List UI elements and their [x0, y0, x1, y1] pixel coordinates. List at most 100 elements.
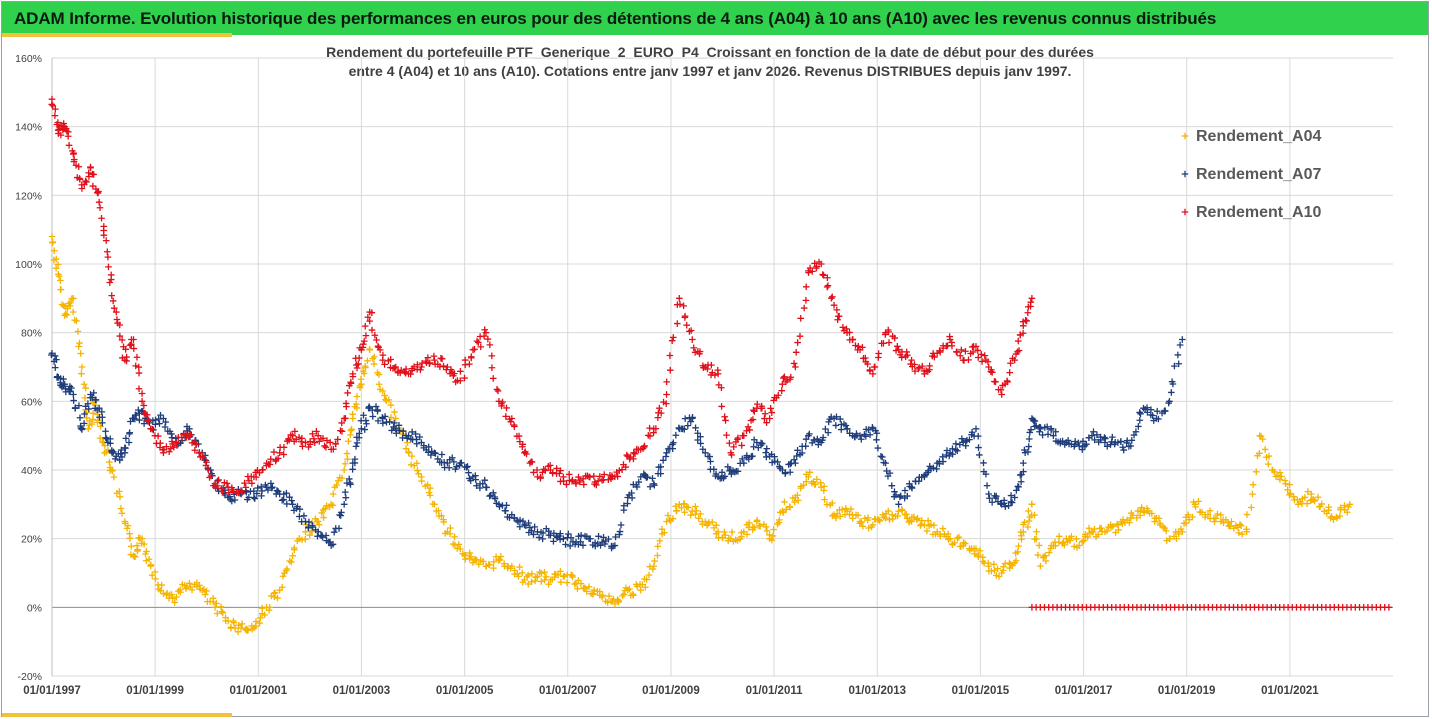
data-point — [286, 493, 293, 501]
data-point — [858, 519, 865, 526]
data-point — [104, 253, 112, 261]
data-point — [1120, 446, 1127, 454]
data-point — [622, 463, 629, 471]
data-point — [869, 521, 877, 529]
data-point — [471, 345, 478, 353]
data-point — [774, 458, 781, 466]
data-point — [515, 573, 522, 580]
data-point — [1068, 533, 1075, 540]
data-point — [1228, 518, 1235, 525]
data-point — [708, 361, 715, 369]
data-point — [718, 403, 725, 410]
data-point — [168, 438, 176, 445]
data-point — [617, 521, 625, 529]
data-point — [109, 297, 117, 305]
data-point — [974, 551, 982, 559]
data-point — [57, 277, 64, 284]
data-point — [838, 506, 846, 513]
data-point — [266, 604, 274, 611]
data-point — [51, 364, 59, 371]
data-point — [431, 501, 438, 508]
data-point — [566, 542, 574, 550]
data-point — [779, 509, 787, 516]
data-point — [1161, 407, 1169, 415]
data-point — [370, 360, 378, 368]
data-point — [270, 590, 278, 597]
data-point — [408, 452, 416, 460]
data-point — [537, 474, 544, 482]
data-point — [596, 473, 604, 480]
data-point — [132, 362, 140, 370]
data-point — [186, 580, 193, 587]
data-point — [302, 528, 309, 536]
data-point — [585, 583, 593, 591]
data-point — [95, 198, 103, 206]
data-point — [213, 610, 221, 617]
data-point — [663, 391, 670, 398]
data-point — [604, 599, 611, 606]
data-point — [1148, 510, 1156, 517]
data-point — [313, 428, 320, 435]
y-tick-label: 60% — [21, 396, 42, 408]
x-tick-label: 01/01/2019 — [1158, 685, 1216, 697]
data-point — [836, 415, 844, 423]
data-point — [330, 445, 337, 453]
data-point — [309, 522, 316, 529]
data-point — [988, 369, 996, 376]
data-point — [218, 485, 225, 492]
data-point — [746, 426, 753, 434]
data-point — [579, 542, 587, 549]
data-point — [1130, 431, 1138, 439]
data-point — [896, 493, 904, 501]
data-point — [1019, 528, 1027, 536]
data-point — [1192, 503, 1199, 511]
data-point — [806, 468, 814, 476]
data-point — [482, 329, 490, 336]
data-point — [1027, 426, 1035, 433]
data-point — [1143, 404, 1151, 411]
data-point — [675, 295, 683, 302]
data-point — [493, 386, 501, 393]
data-point — [553, 465, 560, 472]
data-point — [1042, 557, 1050, 565]
data-point — [643, 576, 650, 583]
data-point — [122, 346, 129, 353]
data-point — [629, 590, 637, 598]
data-point — [62, 310, 69, 318]
data-point — [589, 590, 597, 597]
data-point — [1206, 507, 1214, 515]
data-point — [1115, 526, 1122, 534]
data-point — [1025, 517, 1033, 525]
data-point — [440, 362, 447, 370]
data-point — [486, 561, 493, 569]
data-point — [753, 517, 761, 524]
data-point — [1004, 378, 1011, 386]
data-point — [1179, 528, 1186, 536]
data-point — [274, 455, 282, 462]
data-point — [473, 337, 481, 345]
data-point — [981, 352, 989, 359]
data-point — [251, 495, 259, 502]
data-point — [173, 593, 180, 601]
data-point — [83, 414, 91, 422]
data-point — [431, 356, 438, 364]
data-point — [753, 400, 761, 408]
data-point — [152, 575, 159, 583]
data-point — [541, 576, 549, 584]
data-point — [718, 384, 725, 392]
data-point — [151, 568, 159, 576]
data-point — [134, 546, 141, 553]
data-point — [662, 453, 670, 460]
x-tick-label: 01/01/2007 — [539, 685, 597, 697]
data-point — [951, 539, 958, 547]
data-point — [530, 469, 537, 476]
data-point — [1343, 508, 1351, 516]
data-point — [781, 470, 789, 477]
data-point — [1301, 493, 1309, 501]
data-point — [618, 466, 626, 473]
data-point — [668, 337, 676, 344]
data-point — [1052, 542, 1059, 550]
data-point — [824, 429, 832, 436]
data-point — [465, 469, 472, 477]
data-point — [314, 518, 322, 525]
